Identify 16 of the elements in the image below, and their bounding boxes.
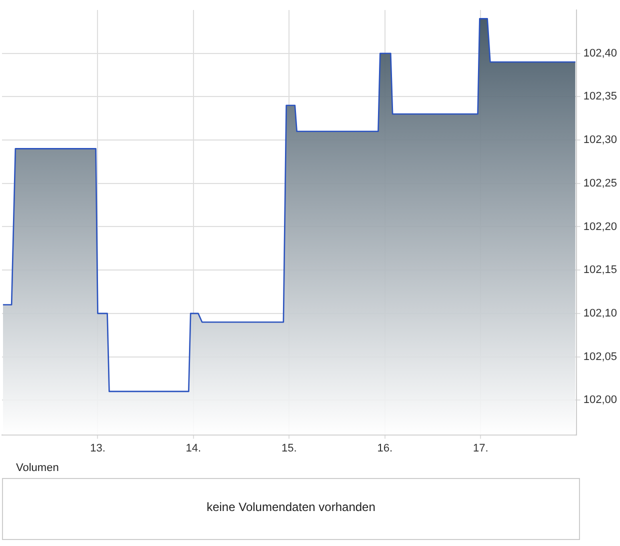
- y-tick-label: 102,30: [583, 134, 618, 146]
- y-tick-label: 102,20: [583, 220, 618, 233]
- x-tick-label: 15.: [282, 442, 297, 454]
- y-tick-label: 102,05: [583, 350, 618, 363]
- text: Volumen: [16, 462, 59, 474]
- x-tick-label: 13.: [90, 442, 106, 454]
- y-tick-label: 102,10: [583, 307, 618, 320]
- y-tick-label: 102,25: [583, 177, 618, 190]
- x-tick-label: 14.: [186, 442, 202, 454]
- y-tick-label: 102,35: [583, 90, 618, 103]
- y-tick-label: 102,15: [583, 264, 618, 276]
- x-tick-label: 17.: [472, 442, 488, 454]
- y-tick-label: 102,00: [583, 394, 618, 406]
- text: keine Volumendaten vorhanden: [206, 500, 376, 514]
- x-tick-label: 16.: [377, 442, 393, 454]
- y-tick-label: 102,40: [583, 47, 618, 60]
